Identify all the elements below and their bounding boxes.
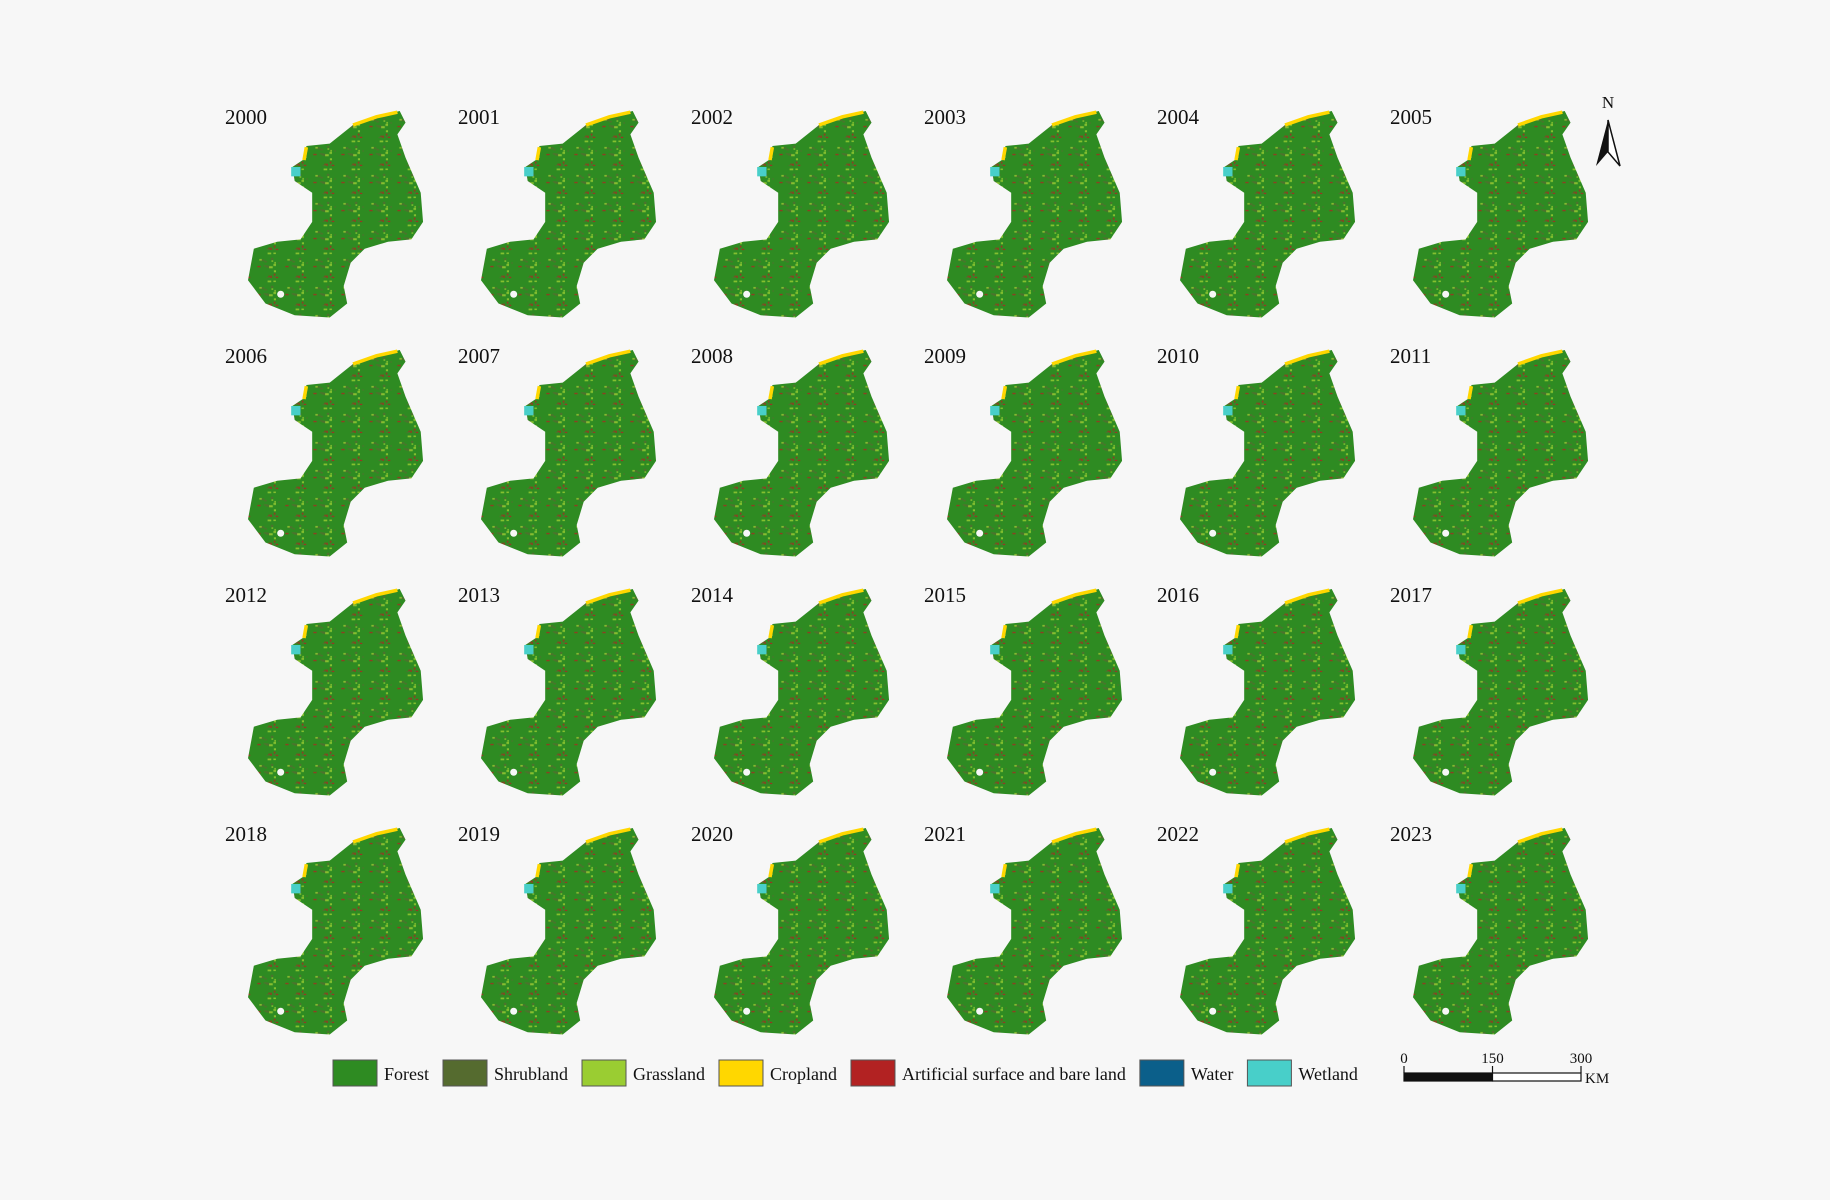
region-map <box>479 348 658 559</box>
scale-tick-label: 0 <box>1400 1051 1408 1067</box>
scale-unit: KM <box>1585 1071 1609 1087</box>
scale-segment <box>1403 1072 1494 1082</box>
legend-label: Forest <box>384 1064 429 1084</box>
scale-tick-label: 300 <box>1570 1051 1593 1067</box>
region-map <box>945 826 1124 1037</box>
scale-tick-label: 150 <box>1481 1051 1504 1067</box>
region-map <box>1411 348 1590 559</box>
year-label: 2012 <box>225 583 267 607</box>
legend-swatch <box>1246 1059 1292 1087</box>
scale-segment <box>1491 1072 1582 1082</box>
year-label: 2018 <box>225 822 267 846</box>
year-label: 2009 <box>924 344 966 368</box>
year-label: 2010 <box>1157 344 1199 368</box>
region-map <box>246 826 425 1037</box>
region-map <box>246 348 425 559</box>
year-label: 2011 <box>1390 344 1431 368</box>
region-map <box>479 587 658 798</box>
region-map <box>246 587 425 798</box>
legend-swatch <box>850 1059 896 1087</box>
region-map <box>479 826 658 1037</box>
arrow-left <box>1596 120 1608 166</box>
legend-label: Cropland <box>770 1064 837 1084</box>
region-map <box>1411 109 1590 320</box>
region-map <box>712 348 891 559</box>
year-label: 2022 <box>1157 822 1199 846</box>
year-label: 2008 <box>691 344 733 368</box>
year-label: 2017 <box>1390 583 1432 607</box>
region-map <box>1178 826 1357 1037</box>
year-label: 2020 <box>691 822 733 846</box>
legend-swatch <box>1139 1059 1185 1087</box>
legend-label: Grassland <box>633 1064 705 1084</box>
year-label: 2015 <box>924 583 966 607</box>
year-label: 2006 <box>225 344 267 368</box>
region-map <box>712 109 891 320</box>
region-map <box>945 587 1124 798</box>
north-arrow: N <box>1596 93 1621 167</box>
year-label: 2023 <box>1390 822 1432 846</box>
year-label: 2013 <box>458 583 500 607</box>
year-label: 2002 <box>691 105 733 129</box>
year-label: 2016 <box>1157 583 1199 607</box>
region-map <box>712 826 891 1037</box>
region-map <box>1411 826 1590 1037</box>
region-map <box>1411 587 1590 798</box>
region-map <box>1178 348 1357 559</box>
region-map <box>945 109 1124 320</box>
legend-swatch <box>581 1059 627 1087</box>
region-map <box>712 587 891 798</box>
year-label: 2003 <box>924 105 966 129</box>
arrow-right <box>1607 119 1621 167</box>
region-map <box>945 348 1124 559</box>
year-label: 2021 <box>924 822 966 846</box>
legend-label: Wetland <box>1298 1064 1358 1084</box>
legend-label: Artificial surface and bare land <box>902 1064 1126 1084</box>
region-map <box>246 109 425 320</box>
year-label: 2001 <box>458 105 500 129</box>
legend-label: Shrubland <box>494 1064 568 1084</box>
map-grid: 2000 2001 2002 2003 2004 2005 2006 2007 2008 2009… <box>225 105 1590 1037</box>
year-label: 2005 <box>1390 105 1432 129</box>
north-label: N <box>1602 93 1614 112</box>
year-label: 2019 <box>458 822 500 846</box>
legend-swatch <box>442 1059 488 1087</box>
year-label: 2004 <box>1157 105 1200 129</box>
region-map <box>1178 587 1357 798</box>
region-map <box>1178 109 1357 320</box>
scale-bar: 0 150 300 KM <box>1400 1051 1609 1087</box>
year-label: 2007 <box>458 344 500 368</box>
legend: Forest Shrubland Grassland Cropland Artifici… <box>332 1059 1358 1087</box>
region-map <box>479 109 658 320</box>
legend-swatch <box>332 1059 378 1087</box>
legend-label: Water <box>1191 1064 1234 1084</box>
year-label: 2014 <box>691 583 734 607</box>
year-label: 2000 <box>225 105 267 129</box>
legend-swatch <box>718 1059 764 1087</box>
